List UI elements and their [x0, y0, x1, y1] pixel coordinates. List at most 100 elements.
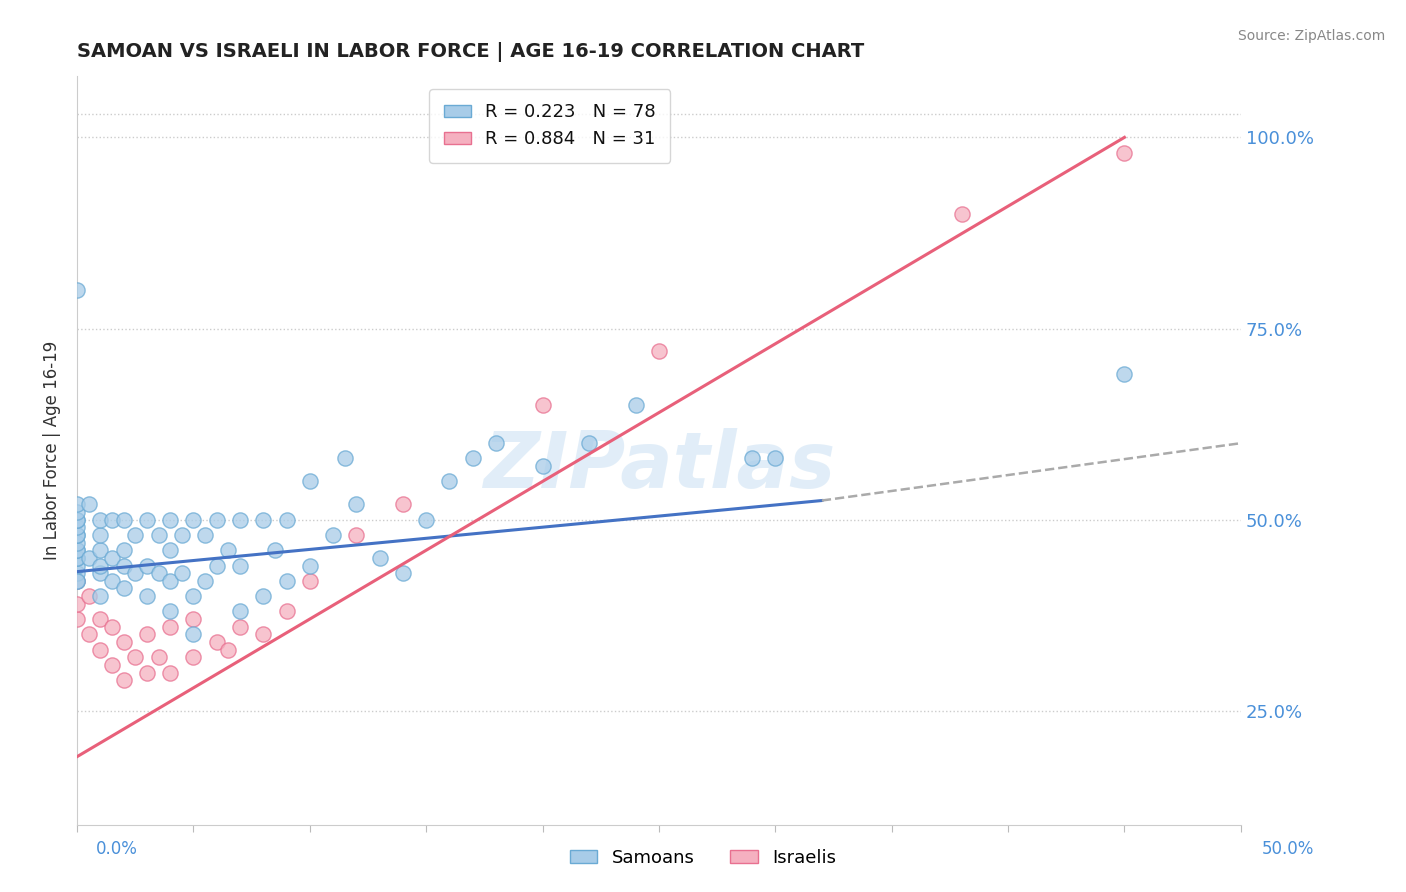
Point	[531, 459, 554, 474]
Point	[77, 497, 100, 511]
Point	[298, 475, 321, 489]
Point	[89, 543, 111, 558]
Text: SAMOAN VS ISRAELI IN LABOR FORCE | AGE 16-19 CORRELATION CHART: SAMOAN VS ISRAELI IN LABOR FORCE | AGE 1…	[77, 42, 865, 62]
Point	[101, 574, 124, 588]
Point	[66, 558, 89, 573]
Point	[66, 612, 89, 626]
Point	[66, 550, 89, 565]
Point	[415, 513, 437, 527]
Point	[333, 451, 356, 466]
Point	[276, 513, 298, 527]
Point	[344, 497, 367, 511]
Point	[89, 566, 111, 581]
Point	[194, 528, 217, 542]
Point	[159, 574, 181, 588]
Point	[159, 620, 181, 634]
Point	[950, 207, 973, 221]
Point	[205, 635, 228, 649]
Text: 50.0%: 50.0%	[1263, 840, 1315, 858]
Point	[344, 528, 367, 542]
Point	[392, 566, 415, 581]
Point	[66, 513, 89, 527]
Point	[66, 574, 89, 588]
Point	[89, 513, 111, 527]
Point	[252, 589, 274, 603]
Point	[648, 344, 671, 359]
Point	[135, 513, 157, 527]
Point	[135, 558, 157, 573]
Point	[89, 558, 111, 573]
Point	[77, 550, 100, 565]
Point	[66, 520, 89, 534]
Point	[66, 505, 89, 519]
Point	[112, 582, 135, 596]
Point	[1114, 368, 1136, 382]
Point	[741, 451, 763, 466]
Point	[77, 589, 100, 603]
Point	[101, 657, 124, 672]
Point	[217, 642, 239, 657]
Point	[66, 513, 89, 527]
Point	[124, 566, 146, 581]
Point	[276, 574, 298, 588]
Point	[135, 589, 157, 603]
Point	[298, 574, 321, 588]
Point	[229, 604, 252, 618]
Point	[66, 566, 89, 581]
Point	[298, 558, 321, 573]
Point	[89, 589, 111, 603]
Point	[624, 398, 647, 412]
Point	[531, 398, 554, 412]
Point	[66, 574, 89, 588]
Point	[112, 513, 135, 527]
Point	[66, 497, 89, 511]
Point	[170, 528, 193, 542]
Y-axis label: In Labor Force | Age 16-19: In Labor Force | Age 16-19	[44, 342, 60, 560]
Point	[252, 627, 274, 641]
Point	[194, 574, 217, 588]
Point	[1114, 145, 1136, 160]
Point	[89, 528, 111, 542]
Point	[578, 436, 600, 450]
Point	[264, 543, 287, 558]
Point	[101, 620, 124, 634]
Point	[159, 604, 181, 618]
Point	[439, 475, 461, 489]
Point	[392, 497, 415, 511]
Point	[485, 436, 508, 450]
Point	[77, 627, 100, 641]
Text: ZIPatlas: ZIPatlas	[482, 428, 835, 504]
Point	[66, 574, 89, 588]
Point	[66, 597, 89, 611]
Point	[148, 566, 170, 581]
Point	[461, 451, 484, 466]
Point	[183, 589, 205, 603]
Point	[205, 513, 228, 527]
Point	[135, 665, 157, 680]
Point	[368, 550, 391, 565]
Point	[66, 528, 89, 542]
Point	[66, 528, 89, 542]
Point	[159, 543, 181, 558]
Point	[276, 604, 298, 618]
Point	[229, 558, 252, 573]
Point	[148, 650, 170, 665]
Point	[763, 451, 786, 466]
Point	[101, 550, 124, 565]
Point	[112, 543, 135, 558]
Legend: Samoans, Israelis: Samoans, Israelis	[562, 842, 844, 874]
Point	[322, 528, 344, 542]
Point	[112, 635, 135, 649]
Legend: R = 0.223   N = 78, R = 0.884   N = 31: R = 0.223 N = 78, R = 0.884 N = 31	[429, 89, 671, 163]
Point	[217, 543, 239, 558]
Text: Source: ZipAtlas.com: Source: ZipAtlas.com	[1237, 29, 1385, 43]
Point	[159, 513, 181, 527]
Point	[229, 513, 252, 527]
Point	[66, 543, 89, 558]
Point	[124, 528, 146, 542]
Point	[148, 528, 170, 542]
Point	[66, 283, 89, 297]
Point	[89, 642, 111, 657]
Point	[66, 543, 89, 558]
Point	[183, 627, 205, 641]
